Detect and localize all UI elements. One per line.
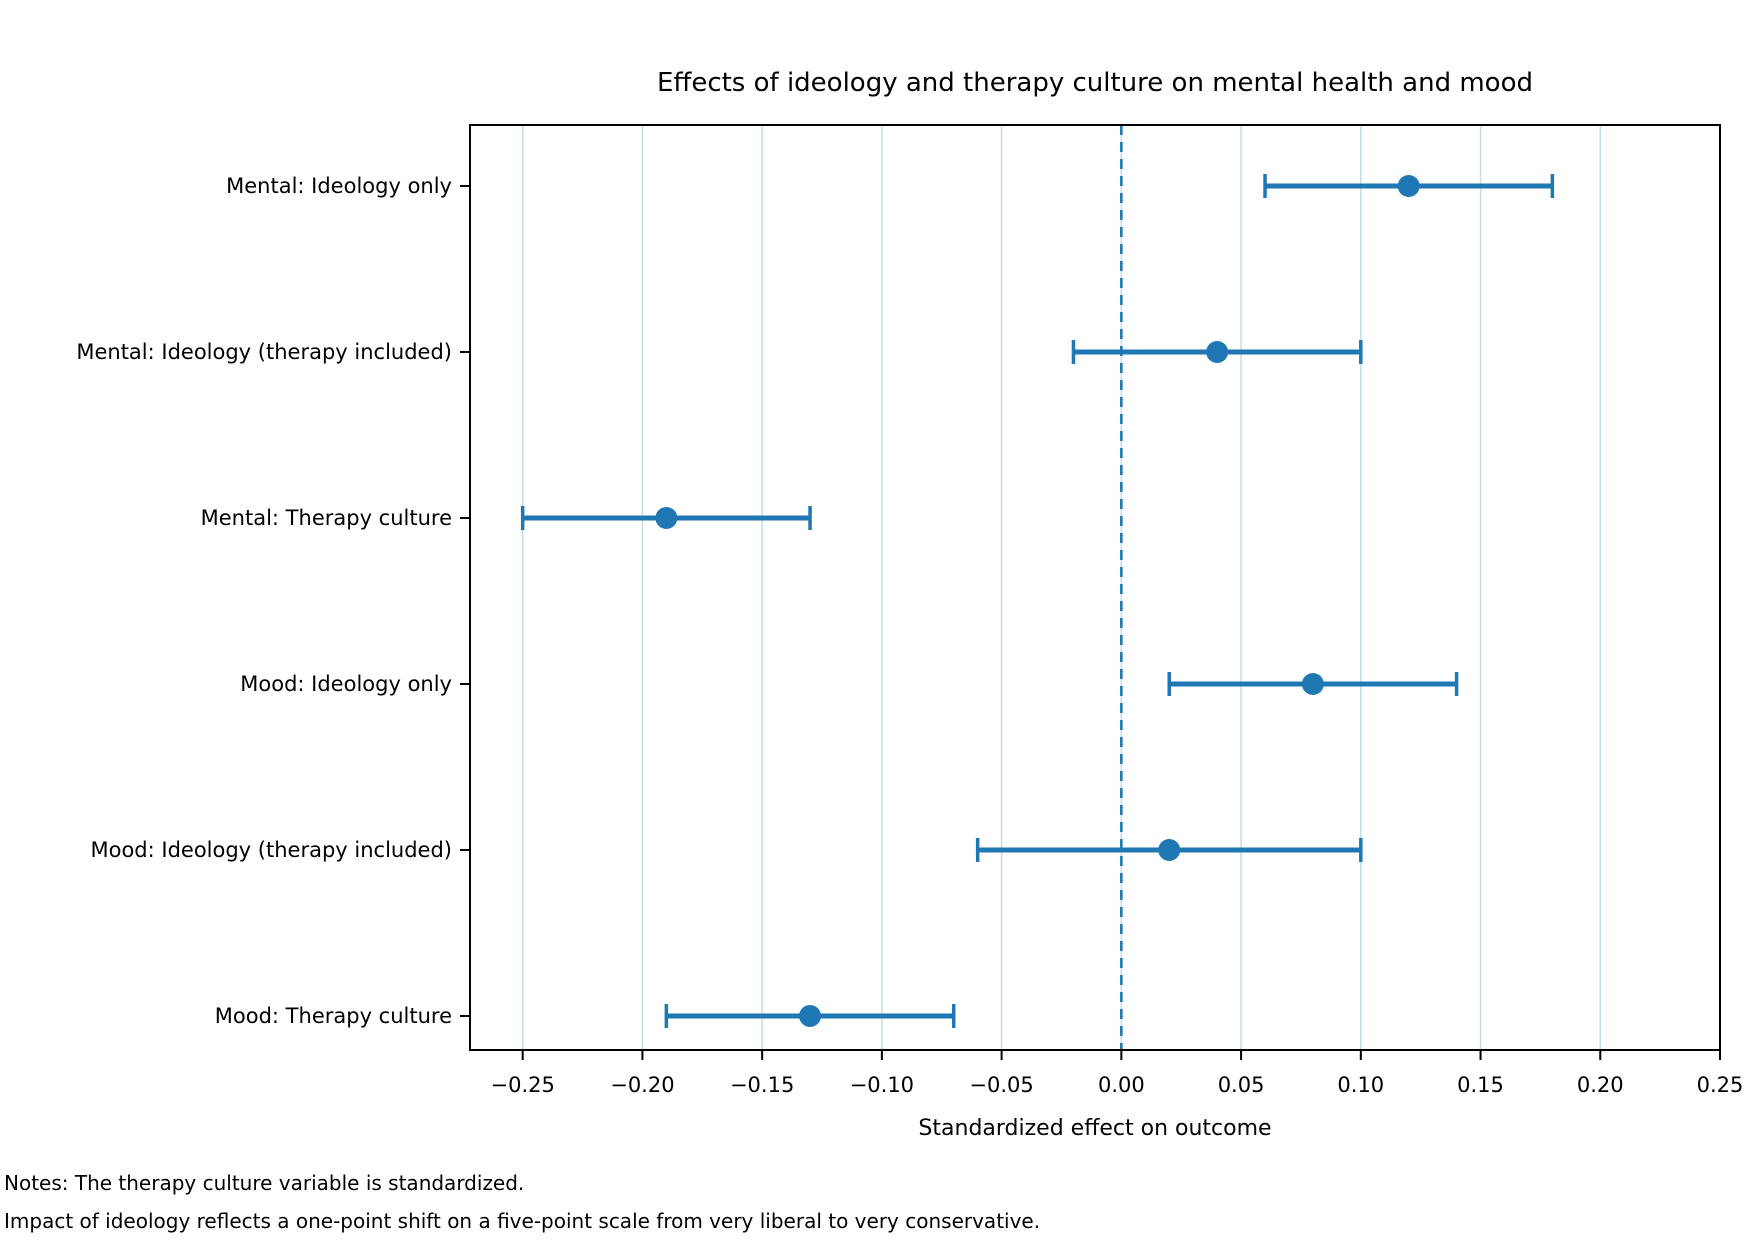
error-bar-layer (520, 174, 1555, 1028)
point-estimate-marker (799, 1005, 822, 1027)
chart-title: Effects of ideology and therapy culture … (657, 68, 1533, 98)
x-tick-label-4: −0.05 (969, 1073, 1033, 1097)
x-tick-label-8: 0.15 (1457, 1073, 1504, 1097)
y-category-label-5: Mood: Therapy culture (215, 1004, 452, 1028)
axis-layer: −0.25 −0.20 −0.15 −0.10 −0.05 0.00 0.05 0.10 0.1… (76, 124, 1744, 1097)
error-bar-row-1 (1071, 340, 1363, 364)
x-tick-label-10: 0.25 (1697, 1073, 1744, 1097)
x-tick-label-9: 0.20 (1577, 1073, 1624, 1097)
error-bar-row-5 (664, 1004, 956, 1028)
x-tick-label-2: −0.15 (730, 1073, 794, 1097)
x-tick-label-0: −0.25 (491, 1073, 555, 1097)
y-category-label-0: Mental: Ideology only (226, 174, 452, 198)
point-estimate-marker (1158, 839, 1181, 861)
error-bar-row-0 (1263, 174, 1555, 198)
y-category-label-1: Mental: Ideology (therapy included) (76, 340, 452, 364)
point-estimate-marker (655, 507, 678, 529)
point-estimate-marker (1206, 341, 1229, 363)
note-line-2: Impact of ideology reflects a one-point … (4, 1209, 1040, 1233)
point-estimate-marker (1301, 673, 1324, 695)
note-line-1: Notes: The therapy culture variable is s… (4, 1171, 524, 1195)
error-bar-row-2 (520, 506, 812, 530)
y-category-label-3: Mood: Ideology only (240, 672, 452, 696)
point-estimate-marker (1397, 175, 1420, 197)
x-tick-label-7: 0.10 (1337, 1073, 1384, 1097)
plot-border (469, 124, 1721, 1051)
x-tick-label-5: 0.00 (1098, 1073, 1145, 1097)
x-tick-label-3: −0.10 (850, 1073, 914, 1097)
error-bar-row-3 (1167, 672, 1459, 696)
error-bar-row-4 (975, 838, 1363, 862)
y-category-label-2: Mental: Therapy culture (201, 506, 452, 530)
x-tick-label-1: −0.20 (610, 1073, 674, 1097)
x-tick-label-6: 0.05 (1218, 1073, 1265, 1097)
x-axis-label: Standardized effect on outcome (918, 1116, 1271, 1141)
y-category-label-4: Mood: Ideology (therapy included) (90, 838, 452, 862)
